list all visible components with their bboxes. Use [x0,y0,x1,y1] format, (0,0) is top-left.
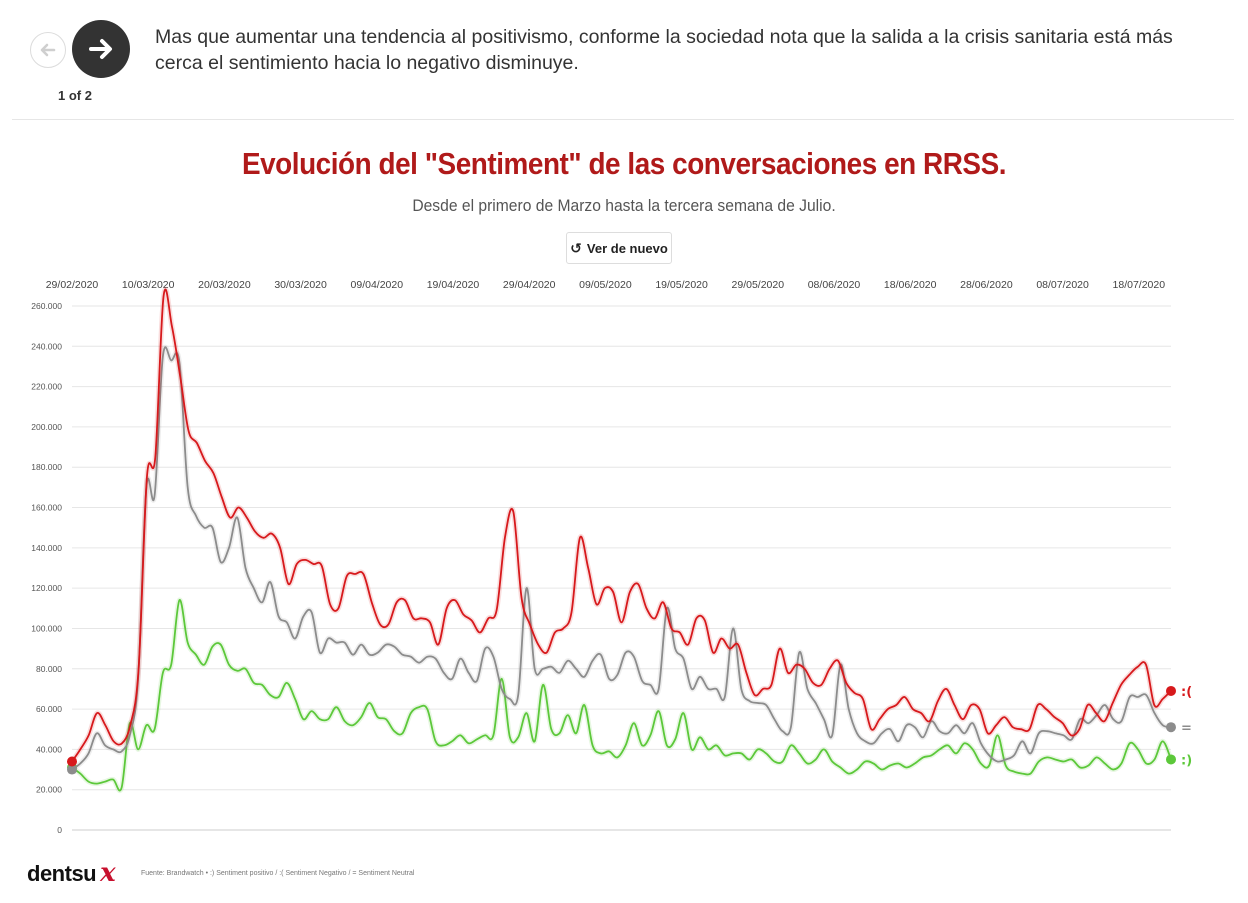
series-line [71,599,1172,792]
y-tick-label: 220.000 [31,382,62,392]
series-line [71,288,1172,763]
series-line [71,346,1172,771]
x-tick-label: 30/03/2020 [274,279,327,291]
x-tick-label: 28/06/2020 [960,279,1013,291]
y-tick-label: 180.000 [31,462,62,472]
slide-navigation: 1 of 2 Mas que aumentar una tendencia al… [0,0,1248,120]
series-end-marker [1166,685,1176,696]
arrow-right-icon [89,39,112,59]
x-tick-label: 18/07/2020 [1113,279,1166,291]
slide-counter: 1 of 2 [58,88,92,103]
series-end-label: :) [1181,753,1192,768]
replay-icon: ↺ [570,239,582,256]
chart-title: Evolución del "Sentiment" de las convers… [241,146,1007,181]
x-tick-label: 29/02/2020 [46,279,99,291]
x-tick-label: 09/04/2020 [351,279,404,291]
series-end-marker [1166,754,1176,765]
x-tick-label: 29/05/2020 [732,279,785,291]
y-tick-label: 200.000 [31,422,62,432]
series-line-glow [70,344,1172,772]
x-tick-label: 18/06/2020 [884,279,937,291]
series-end-marker [1166,722,1176,733]
x-tick-label: 08/06/2020 [808,279,861,291]
y-tick-label: 40.000 [36,744,62,754]
series-start-marker [67,764,77,775]
series-end-label: :( [1181,685,1192,700]
slide-caption: Mas que aumentar una tendencia al positi… [155,26,1173,74]
y-tick-label: 20.000 [36,785,62,795]
y-tick-label: 0 [57,825,62,835]
divider [12,119,1234,120]
sentiment-line-chart: 0 20.000 40.000 60.000 80.000 100.000 120.000 1… [31,279,1192,835]
x-tick-label: 29/04/2020 [503,279,556,291]
previous-button[interactable] [30,32,66,68]
y-tick-label: 60.000 [36,704,62,714]
x-tick-label: 20/03/2020 [198,279,251,291]
next-button[interactable] [72,20,130,78]
x-tick-label: 09/05/2020 [579,279,632,291]
arrow-left-icon [40,43,56,57]
y-tick-label: 160.000 [31,503,62,513]
x-tick-label: 10/03/2020 [122,279,175,291]
chart-subtitle: Desde el primero de Marzo hasta la terce… [412,196,836,215]
y-tick-label: 140.000 [31,543,62,553]
series-start-marker [67,756,77,767]
y-tick-label: 120.000 [31,583,62,593]
source-note: Fuente: Brandwatch • :) Sentiment positi… [141,870,415,877]
y-tick-label: 100.000 [31,623,62,633]
dentsu-logo: dentsu x [27,858,116,888]
series-end-label: = [1181,721,1192,736]
y-tick-label: 240.000 [31,341,62,351]
x-tick-label: 08/07/2020 [1036,279,1089,291]
x-tick-label: 19/05/2020 [655,279,708,291]
x-tick-label: 19/04/2020 [427,279,480,291]
y-tick-label: 260.000 [31,301,62,311]
y-tick-label: 80.000 [36,664,62,674]
replay-label: Ver de nuevo [586,240,668,256]
replay-button[interactable]: ↺ Ver de nuevo [566,232,672,264]
